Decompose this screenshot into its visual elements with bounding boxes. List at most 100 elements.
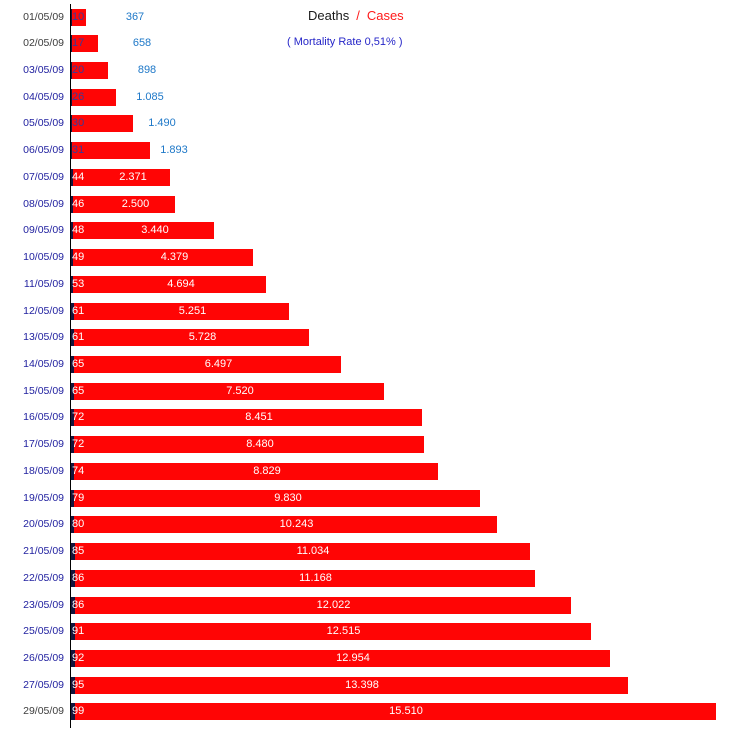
legend-deaths-label: Deaths [308,8,350,23]
date-label: 01/05/09 [23,10,64,23]
date-label: 05/05/09 [23,117,64,130]
cases-bar [71,409,422,427]
cases-value: 12.022 [316,598,351,611]
cases-bar [71,35,98,53]
deaths-bar [71,650,75,668]
deaths-value: 44 [72,170,85,183]
deaths-bar [71,8,72,26]
cases-bar [71,489,480,507]
legend-cases-label: Cases [366,8,404,23]
cases-value: 8.451 [245,411,273,424]
chart-row: 23/05/09 86 12.022 [0,596,750,614]
chart-row: 18/05/09 74 8.829 [0,462,750,480]
mortality-note: ( Mortality Rate 0,51% ) [287,36,403,48]
chart-row: 26/05/09 92 12.954 [0,650,750,668]
deaths-value: 20 [72,63,85,76]
deaths-bar [71,382,74,400]
chart-row: 19/05/09 79 9.830 [0,489,750,507]
cases-bar [71,516,497,534]
deaths-bar [71,462,74,480]
chart-row: 17/05/09 72 8.480 [0,436,750,454]
cases-value: 1.893 [160,144,188,157]
cases-value: 8.829 [253,464,281,477]
cases-bar [71,569,535,587]
date-label: 07/05/09 [23,170,64,183]
cases-bar [71,543,530,561]
date-label: 04/05/09 [23,90,64,103]
deaths-bar [71,516,74,534]
deaths-bar [71,222,73,240]
deaths-bar [71,543,75,561]
deaths-bar [71,168,73,186]
deaths-value: 85 [72,545,85,558]
cases-bar [71,275,266,293]
cases-bar [71,195,175,213]
deaths-value: 61 [72,331,85,344]
cases-bar [71,329,309,347]
deaths-bar [71,195,73,213]
cases-value: 367 [125,10,145,23]
chart-row: 03/05/09 20 898 [0,61,750,79]
cases-value: 9.830 [274,491,302,504]
chart-row: 07/05/09 44 2.371 [0,168,750,186]
deaths-bar [71,436,74,454]
date-label: 02/05/09 [23,37,64,50]
chart-row: 14/05/09 65 6.497 [0,355,750,373]
chart-row: 10/05/09 49 4.379 [0,249,750,267]
cases-bar [71,623,591,641]
cases-value: 4.694 [167,277,195,290]
date-label: 19/05/09 [23,491,64,504]
chart-row: 02/05/09 17 658 [0,35,750,53]
cases-bar [71,222,214,240]
chart-row: 12/05/09 61 5.251 [0,302,750,320]
cases-value: 10.243 [279,518,314,531]
cases-bar [71,676,628,694]
date-label: 03/05/09 [23,63,64,76]
date-label: 12/05/09 [23,304,64,317]
date-label: 20/05/09 [23,518,64,531]
cases-bar [71,249,253,267]
deaths-value: 99 [72,705,85,718]
cases-bar [71,168,170,186]
cases-value: 4.379 [160,251,189,264]
legend-separator: / [356,8,360,23]
deaths-value: 30 [72,117,85,130]
deaths-value: 10 [72,10,85,23]
deaths-bar [71,489,74,507]
deaths-bar [71,569,75,587]
deaths-bar [71,703,75,721]
chart-row: 04/05/09 26 1.085 [0,88,750,106]
cases-value: 12.954 [336,652,370,665]
cases-bar [71,142,150,160]
deaths-value: 86 [72,571,85,584]
deaths-value: 91 [72,625,85,638]
cases-value: 15.510 [389,705,423,718]
date-label: 10/05/09 [23,251,64,264]
chart-row: 29/05/09 99 15.510 [0,703,750,721]
date-label: 15/05/09 [23,384,64,397]
cases-value: 12.515 [326,625,361,638]
cases-bar [71,88,116,106]
deaths-bar [71,623,75,641]
date-label: 29/05/09 [23,705,64,718]
deaths-bar [71,142,72,160]
deaths-bar [71,35,72,53]
deaths-bar [71,329,74,347]
cases-value: 13.398 [345,678,379,691]
cases-value: 5.251 [178,304,207,317]
date-label: 09/05/09 [23,224,64,237]
deaths-bar [71,275,73,293]
deaths-value: 31 [72,144,85,157]
deaths-value: 53 [72,277,85,290]
cases-value: 6.497 [204,357,233,370]
chart-row: 25/05/09 91 12.515 [0,623,750,641]
cases-value: 2.371 [119,170,147,183]
date-label: 08/05/09 [23,197,64,210]
deaths-bar [71,409,74,427]
chart-row: 20/05/09 80 10.243 [0,516,750,534]
chart-row: 09/05/09 48 3.440 [0,222,750,240]
chart-row: 15/05/09 65 7.520 [0,382,750,400]
y-axis-line [70,4,71,728]
date-label: 21/05/09 [23,545,64,558]
deaths-bar [71,676,75,694]
